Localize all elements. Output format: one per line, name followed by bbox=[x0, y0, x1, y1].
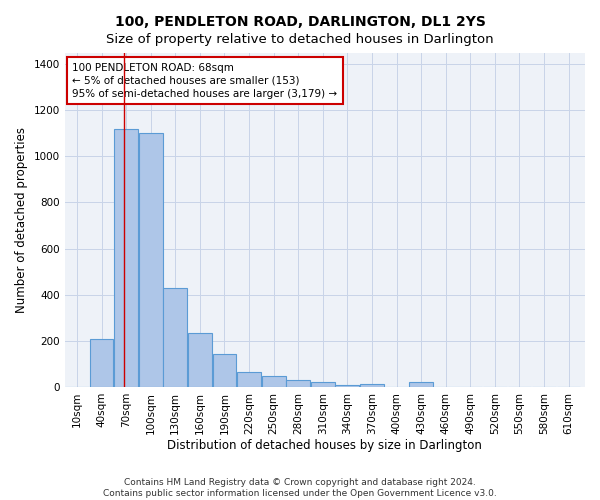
Bar bbox=[163, 288, 187, 387]
Text: 100, PENDLETON ROAD, DARLINGTON, DL1 2YS: 100, PENDLETON ROAD, DARLINGTON, DL1 2YS bbox=[115, 15, 485, 29]
Text: Contains HM Land Registry data © Crown copyright and database right 2024.
Contai: Contains HM Land Registry data © Crown c… bbox=[103, 478, 497, 498]
Bar bbox=[360, 384, 384, 387]
Bar bbox=[409, 382, 433, 387]
Bar bbox=[212, 354, 236, 387]
Text: 100 PENDLETON ROAD: 68sqm
← 5% of detached houses are smaller (153)
95% of semi-: 100 PENDLETON ROAD: 68sqm ← 5% of detach… bbox=[73, 62, 338, 99]
Bar bbox=[237, 372, 261, 387]
Bar bbox=[286, 380, 310, 387]
Bar bbox=[139, 134, 163, 387]
Text: Size of property relative to detached houses in Darlington: Size of property relative to detached ho… bbox=[106, 32, 494, 46]
Bar bbox=[311, 382, 335, 387]
Bar bbox=[114, 128, 138, 387]
Y-axis label: Number of detached properties: Number of detached properties bbox=[15, 127, 28, 313]
Bar bbox=[262, 376, 286, 387]
Bar bbox=[188, 333, 212, 387]
Bar bbox=[89, 338, 113, 387]
X-axis label: Distribution of detached houses by size in Darlington: Distribution of detached houses by size … bbox=[167, 440, 482, 452]
Bar bbox=[335, 385, 359, 387]
